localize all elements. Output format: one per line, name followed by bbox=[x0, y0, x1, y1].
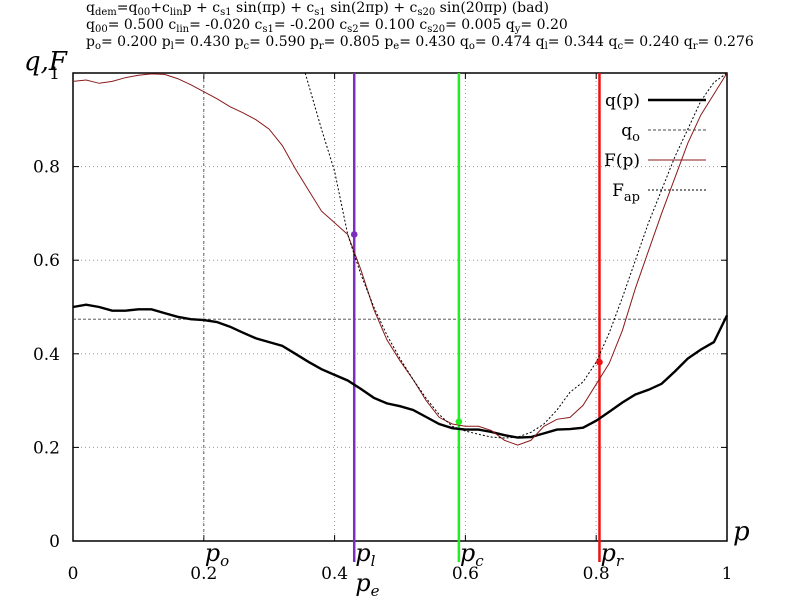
formula-subscript: y bbox=[514, 24, 521, 35]
formula-text: sin(πp) + c bbox=[231, 0, 315, 16]
formula-subscript: c bbox=[243, 41, 250, 52]
legend-label: q(p) bbox=[605, 91, 640, 111]
formula-text: = 0.500 c bbox=[107, 17, 177, 33]
formula-text: =q bbox=[116, 0, 138, 16]
formula-text: = 0.474 q bbox=[474, 34, 545, 50]
y-tick-label: 0 bbox=[49, 532, 60, 552]
formula-text: = -0.200 c bbox=[273, 17, 348, 33]
formula-subscript: o bbox=[94, 41, 101, 52]
plot-frame bbox=[72, 72, 728, 542]
formula-text: sin(2πp) + c bbox=[325, 0, 418, 16]
x-tick-label: 0 bbox=[68, 564, 79, 584]
y-axis-label: q,F bbox=[24, 47, 68, 77]
formula-subscript: o bbox=[468, 41, 475, 52]
formula-text: = 0.20 bbox=[520, 17, 568, 33]
formula-subscript: e bbox=[393, 41, 400, 52]
reference-lines bbox=[73, 73, 727, 562]
formula-text: q bbox=[86, 17, 95, 33]
formula-subscript: c bbox=[617, 41, 624, 52]
formula-line-2: q00= 0.500 clin= -0.020 cs1= -0.200 cs2=… bbox=[86, 17, 754, 35]
p-r-point bbox=[596, 358, 603, 366]
formula-subscript: 00 bbox=[137, 7, 151, 18]
formula-text: = 0.344 q bbox=[547, 34, 618, 50]
formula-subscript: s20 bbox=[417, 7, 436, 18]
formula-line-3: po= 0.200 pl= 0.430 pc= 0.590 pr= 0.805 … bbox=[86, 34, 754, 52]
series-group bbox=[72, 72, 729, 446]
formula-text: = 0.430 q bbox=[399, 34, 469, 50]
p-l-label: pl bbox=[355, 539, 375, 570]
formula-text: q bbox=[86, 0, 95, 16]
formula-header: qdem=q00+clinp + cs1 sin(πp) + cs1 sin(2… bbox=[86, 0, 754, 52]
formula-text: = 0.240 q bbox=[623, 34, 693, 50]
q-series-line bbox=[72, 303, 729, 439]
y-tick-label: 0.6 bbox=[33, 251, 60, 271]
p-r-label: pr bbox=[600, 539, 623, 570]
marker-points bbox=[350, 231, 603, 425]
tick-labels: 0 0.2 0.4 0.6 0.8 1 0 0.2 0.4 0.6 0.8 1 bbox=[33, 64, 732, 584]
legend-label: F(p) bbox=[604, 151, 640, 171]
x-axis-label: p bbox=[733, 517, 750, 547]
formula-text: = 0.005 q bbox=[445, 17, 515, 33]
formula-text: = 0.276 bbox=[697, 34, 754, 50]
formula-subscript: s1 bbox=[262, 24, 274, 35]
legend-label: Fap bbox=[612, 181, 640, 205]
formula-subscript: s2 bbox=[347, 24, 359, 35]
p-c-label: pc bbox=[460, 539, 484, 570]
grid bbox=[72, 72, 728, 542]
formula-subscript: s1 bbox=[220, 7, 232, 18]
x-tick-label: 0.8 bbox=[583, 564, 610, 584]
formula-text: = 0.590 p bbox=[249, 34, 319, 50]
formula-text: sin(20πp) (bad) bbox=[435, 0, 549, 16]
formula-subscript: dem bbox=[94, 7, 117, 18]
formula-text: = 0.200 p bbox=[101, 34, 171, 50]
formula-text: = -0.020 c bbox=[189, 17, 263, 33]
formula-line-1: qdem=q00+clinp + cs1 sin(πp) + cs1 sin(2… bbox=[86, 0, 754, 18]
formula-subscript: r bbox=[692, 41, 698, 52]
y-tick-label: 0.4 bbox=[33, 345, 60, 365]
formula-subscript: r bbox=[318, 41, 324, 52]
plot-border bbox=[72, 72, 728, 542]
p-l-point bbox=[350, 231, 358, 238]
formula-subscript: 00 bbox=[94, 24, 108, 35]
formula-text: p + c bbox=[182, 0, 221, 16]
formula-subscript: s1 bbox=[314, 7, 326, 18]
formula-text: p bbox=[86, 34, 95, 50]
legend: q(p) qo F(p) Fap bbox=[604, 91, 706, 205]
formula-text: +c bbox=[150, 0, 170, 16]
p-c-point bbox=[455, 418, 463, 425]
formula-text: = 0.100 c bbox=[358, 17, 428, 33]
F-series-line bbox=[72, 72, 728, 446]
x-tick-label: 0.2 bbox=[190, 564, 217, 584]
x-tick-label: 0.6 bbox=[452, 564, 479, 584]
formula-text: = 0.430 p bbox=[173, 34, 244, 50]
formula-subscript: lin bbox=[176, 24, 190, 35]
legend-label: qo bbox=[621, 121, 640, 145]
p-o-label: po bbox=[205, 539, 229, 570]
y-tick-label: 1 bbox=[49, 64, 60, 84]
x-tick-label: 0.4 bbox=[321, 564, 348, 584]
formula-subscript: s20 bbox=[427, 24, 446, 35]
annotation-labels: po pl pc pr pe bbox=[205, 539, 624, 600]
formula-text: = 0.805 p bbox=[323, 34, 394, 50]
formula-subscript: l bbox=[170, 41, 174, 52]
x-tick-label: 1 bbox=[722, 564, 733, 584]
p-e-label: pe bbox=[355, 569, 379, 600]
formula-subscript: l bbox=[544, 41, 548, 52]
formula-subscript: lin bbox=[169, 7, 183, 18]
y-tick-label: 0.2 bbox=[33, 438, 60, 458]
y-tick-label: 0.8 bbox=[33, 158, 60, 178]
